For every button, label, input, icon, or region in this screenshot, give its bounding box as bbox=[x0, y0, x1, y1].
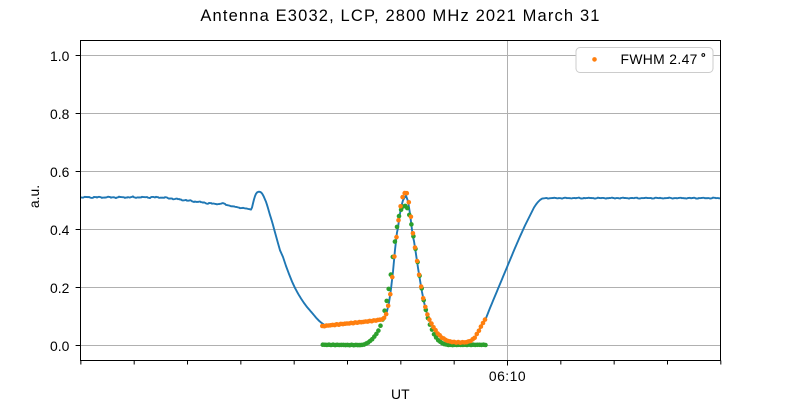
svg-text:0.4: 0.4 bbox=[50, 222, 70, 238]
svg-text:FWHM 2.47: FWHM 2.47 bbox=[621, 51, 698, 67]
svg-text:1.0: 1.0 bbox=[50, 48, 70, 64]
svg-text:0.0: 0.0 bbox=[50, 338, 70, 354]
svg-text:0.2: 0.2 bbox=[50, 280, 70, 296]
svg-text:UT: UT bbox=[391, 386, 410, 400]
svg-text:0.6: 0.6 bbox=[50, 164, 70, 180]
svg-text:a.u.: a.u. bbox=[26, 185, 42, 208]
svg-text:0.8: 0.8 bbox=[50, 106, 70, 122]
svg-text:06:10: 06:10 bbox=[489, 368, 526, 384]
svg-text:Antenna E3032, LCP, 2800 MHz 2: Antenna E3032, LCP, 2800 MHz 2021 March … bbox=[200, 7, 600, 25]
